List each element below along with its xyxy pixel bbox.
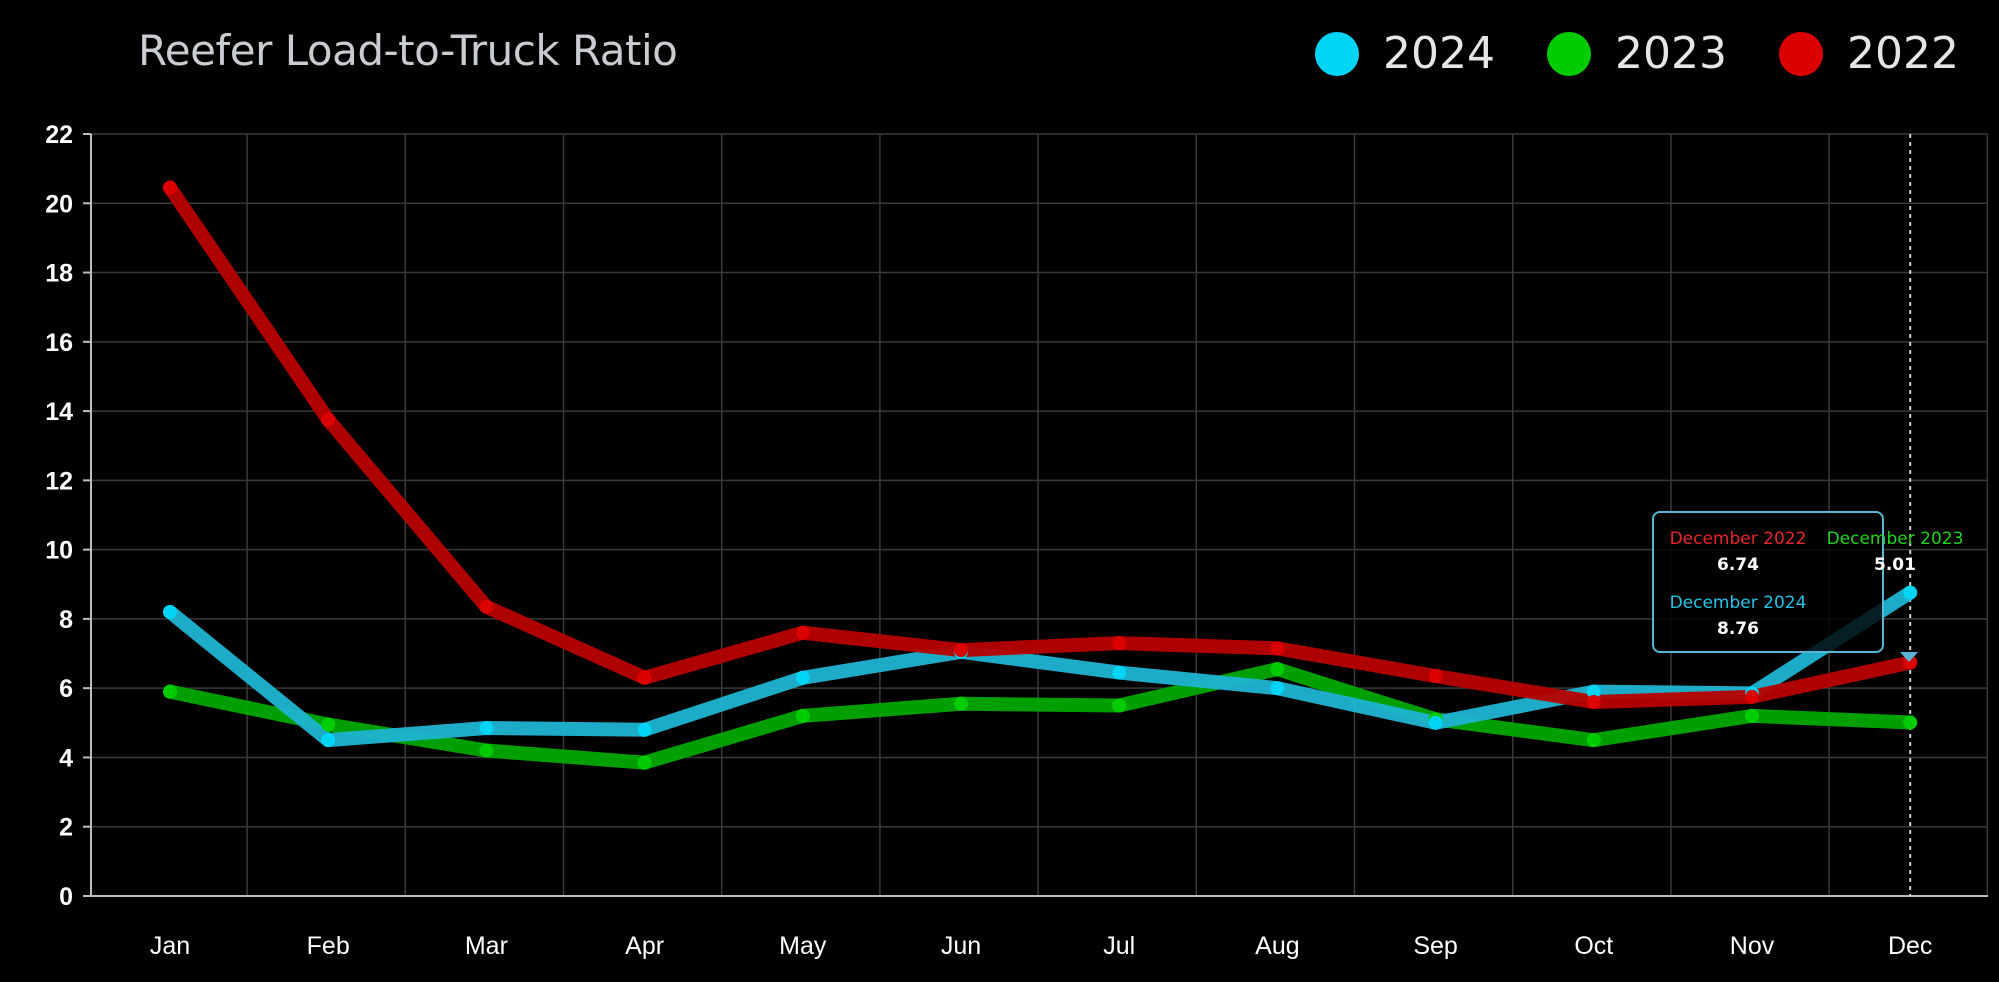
data-point-2023 — [637, 755, 652, 770]
data-point-2023 — [163, 684, 177, 699]
legend-label-2022: 2022 — [1847, 28, 1959, 79]
data-point-2023 — [954, 696, 968, 711]
tooltip-entry-2022: December 2022 6.74 — [1663, 529, 1813, 575]
data-point-2022 — [163, 180, 177, 195]
data-point-2023 — [795, 708, 810, 723]
legend-item-2023[interactable]: 2023 — [1547, 28, 1727, 79]
chart-header: Reefer Load-to-Truck Ratio 2024 2023 202… — [0, 0, 1999, 110]
data-point-2024 — [1903, 585, 1918, 600]
y-tick-label: 16 — [45, 329, 73, 357]
y-tick-label: 12 — [45, 467, 73, 495]
tooltip-label-2022: December 2022 — [1669, 529, 1807, 549]
data-point-2022 — [321, 412, 336, 427]
data-point-2023 — [1745, 708, 1759, 723]
y-tick-label: 2 — [59, 814, 73, 842]
legend-label-2024: 2024 — [1383, 28, 1496, 79]
data-point-2023 — [479, 743, 494, 758]
x-tick-label: Jul — [1103, 932, 1135, 960]
data-point-2024 — [637, 722, 652, 737]
tooltip-entry-2023: December 2023 5.01 — [1820, 529, 1970, 575]
data-point-2022 — [1428, 669, 1443, 684]
x-tick-label: May — [779, 932, 827, 960]
data-point-2024 — [321, 733, 336, 748]
data-point-2023 — [1586, 733, 1601, 748]
data-point-2024 — [163, 604, 177, 619]
y-tick-label: 8 — [59, 606, 73, 634]
y-tick-label: 22 — [45, 121, 73, 149]
y-tick-label: 18 — [45, 260, 73, 288]
chart-title: Reefer Load-to-Truck Ratio — [138, 26, 678, 75]
data-point-2022 — [795, 625, 810, 640]
y-tick-label: 6 — [59, 675, 73, 703]
legend-label-2023: 2023 — [1615, 28, 1728, 79]
x-tick-label: Nov — [1730, 932, 1775, 960]
tooltip-label-2023: December 2023 — [1826, 529, 1964, 549]
y-tick-label: 0 — [59, 883, 73, 911]
x-tick-label: Aug — [1255, 932, 1299, 960]
series-line-2024 — [163, 585, 1918, 748]
data-point-2024 — [479, 721, 494, 736]
tooltip-value-2022: 6.74 — [1717, 555, 1759, 575]
data-point-2022 — [479, 599, 494, 614]
legend-marker-2024 — [1315, 31, 1360, 76]
x-tick-label: Jan — [150, 932, 190, 960]
data-point-2023 — [1112, 698, 1127, 713]
y-tick-label: 4 — [59, 744, 73, 772]
data-tooltip: December 2022 6.74 December 2023 5.01 De… — [1652, 511, 1963, 653]
data-point-2023 — [321, 717, 336, 732]
data-point-2022 — [1586, 695, 1601, 710]
x-tick-label: Mar — [465, 932, 508, 960]
legend-item-2024[interactable]: 2024 — [1315, 28, 1495, 79]
data-point-2024 — [1586, 684, 1601, 699]
y-tick-label: 14 — [45, 398, 73, 426]
legend-marker-2022 — [1779, 31, 1824, 76]
legend-item-2022[interactable]: 2022 — [1779, 28, 1959, 79]
data-point-2022 — [1745, 689, 1759, 704]
tooltip-value-2023: 5.01 — [1874, 555, 1916, 575]
tooltip-label-2024: December 2024 — [1669, 593, 1807, 613]
y-tick-label: 20 — [45, 190, 73, 218]
data-point-2024 — [1428, 715, 1443, 730]
x-tick-label: Dec — [1888, 932, 1932, 960]
x-tick-label: Jun — [941, 932, 981, 960]
x-tick-label: Oct — [1574, 932, 1613, 960]
data-point-2022 — [1112, 636, 1127, 651]
x-tick-label: Sep — [1413, 932, 1457, 960]
x-tick-label: Apr — [625, 932, 664, 960]
data-point-2022 — [1270, 641, 1285, 656]
data-point-2024 — [795, 670, 810, 685]
tooltip-value-2024: 8.76 — [1717, 619, 1759, 639]
series-line-2023 — [163, 662, 1918, 770]
legend: 2024 2023 2022 — [1263, 28, 1959, 79]
legend-marker-2023 — [1547, 31, 1592, 76]
tooltip-entry-2024: December 2024 8.76 — [1663, 593, 1813, 639]
series-line-2022 — [163, 180, 1918, 710]
data-point-2022 — [954, 643, 968, 658]
data-point-2023 — [1270, 662, 1285, 677]
tooltip-caret — [1900, 652, 1918, 662]
y-tick-label: 10 — [45, 537, 73, 565]
x-tick-label: Feb — [307, 932, 350, 960]
data-point-2024 — [1270, 681, 1285, 696]
data-point-2023 — [1903, 715, 1918, 730]
data-point-2022 — [637, 670, 652, 685]
data-point-2024 — [1112, 665, 1127, 680]
